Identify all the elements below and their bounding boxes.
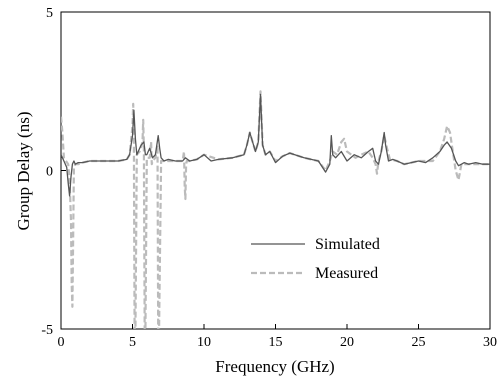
series-line-simulated	[61, 93, 490, 197]
x-tick-label: 25	[412, 335, 426, 350]
x-tick-label: 30	[483, 335, 497, 350]
y-tick-label: -5	[41, 323, 53, 338]
x-axis-label: Frequency (GHz)	[215, 357, 334, 376]
series-layer	[61, 90, 490, 329]
y-tick-label: 0	[46, 165, 53, 180]
legend-label-measured: Measured	[315, 265, 378, 282]
x-tick-label: 20	[340, 335, 354, 350]
legend-label-simulated: Simulated	[315, 236, 380, 253]
x-tick-label: 5	[129, 335, 136, 350]
series-line-measured	[61, 90, 490, 329]
y-tick-label: 5	[46, 6, 53, 21]
tick-layer: 0 5 10 15 20 25 30 -5 0 5	[41, 6, 497, 350]
x-tick-label: 15	[269, 335, 283, 350]
x-tick-label: 0	[58, 335, 65, 350]
y-axis-label: Group Delay (ns)	[14, 112, 33, 231]
legend: Simulated Measured	[251, 236, 380, 282]
plot-frame	[60, 11, 491, 330]
x-tick-label: 10	[197, 335, 211, 350]
